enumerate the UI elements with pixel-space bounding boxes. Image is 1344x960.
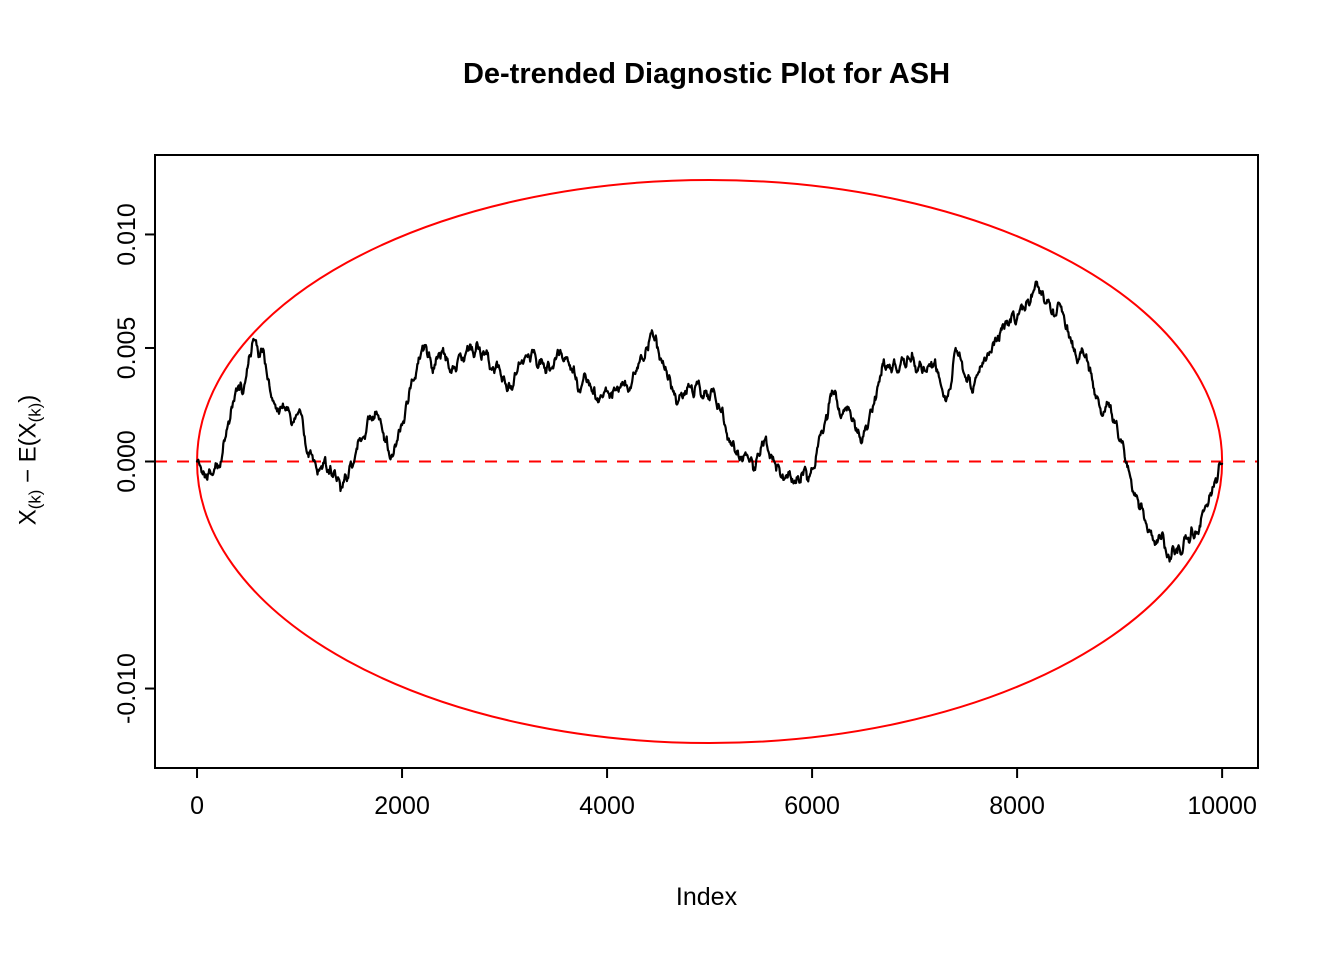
- x-tick-label: 4000: [579, 792, 635, 820]
- y-tick-label: -0.010: [113, 653, 141, 724]
- y-axis-label-content: X(k) − E(X(k)): [14, 394, 44, 526]
- x-tick-label: 0: [190, 792, 204, 820]
- x-tick-label: 6000: [784, 792, 840, 820]
- y-axis-label: X(k) − E(X(k)): [14, 395, 45, 526]
- y-tick-label: 0.005: [113, 317, 141, 380]
- x-tick-label: 8000: [989, 792, 1045, 820]
- y-tick-label: 0.000: [113, 430, 141, 493]
- y-axis-label-text: X: [14, 509, 42, 526]
- x-tick-label: 2000: [374, 792, 430, 820]
- x-tick-label: 10000: [1187, 792, 1257, 820]
- y-tick-label: 0.010: [113, 203, 141, 266]
- y-axis-label-subscript: (k): [25, 489, 45, 510]
- chart-title: De-trended Diagnostic Plot for ASH: [462, 58, 951, 90]
- y-axis-label-text: − E(X: [14, 422, 42, 490]
- y-axis-label-subscript: (k): [25, 402, 45, 423]
- x-axis-label: Index: [675, 883, 738, 911]
- series-line: [195, 280, 1224, 563]
- y-axis-label-text: ): [14, 394, 42, 403]
